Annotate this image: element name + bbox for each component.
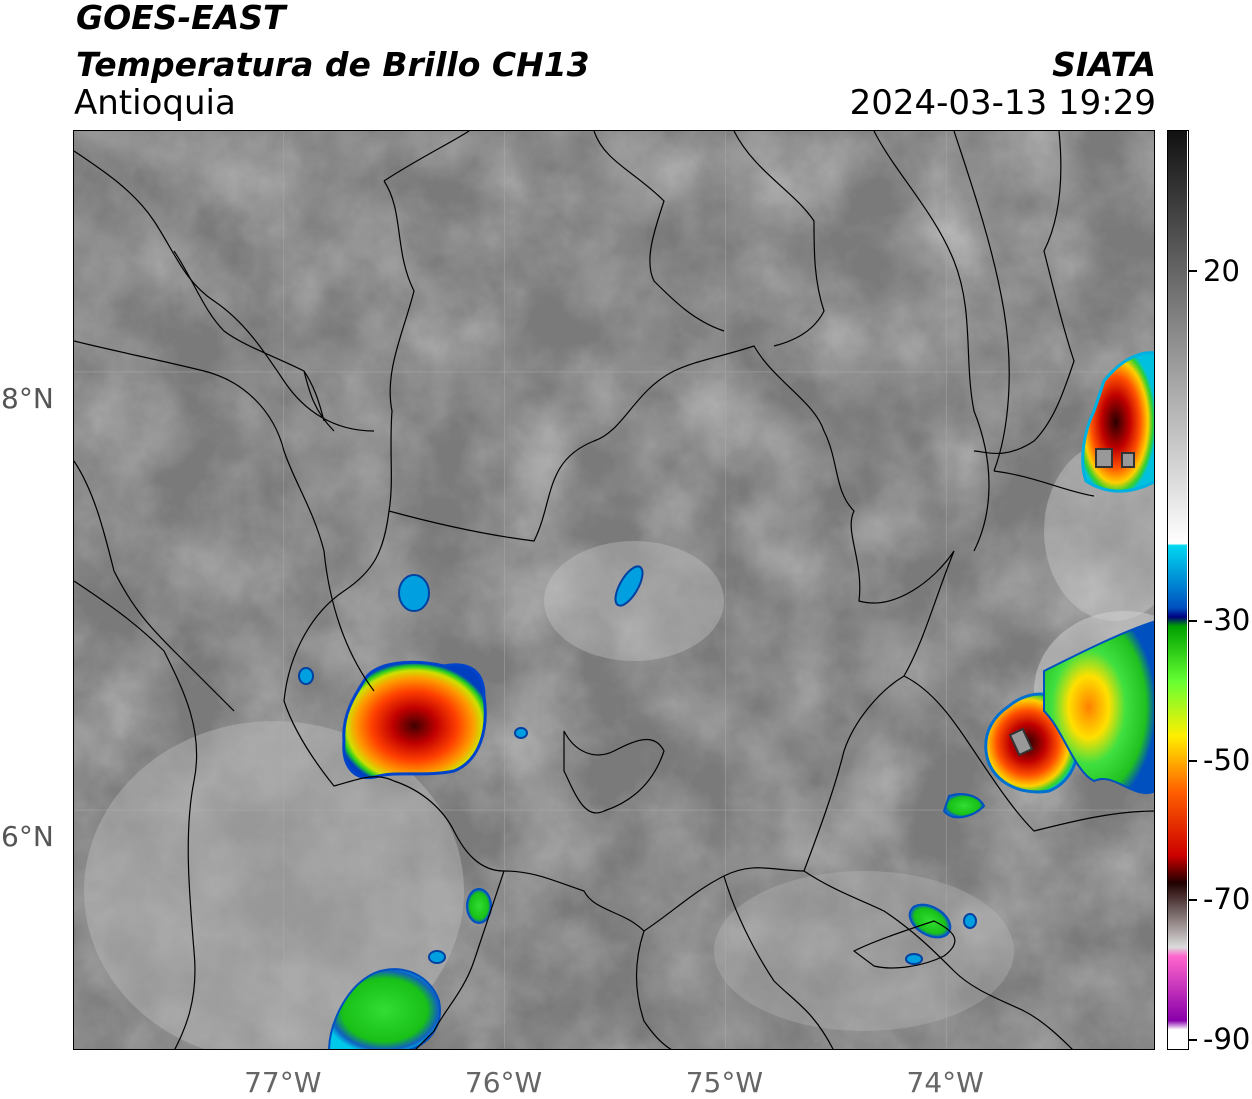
chocó-border	[74, 340, 375, 692]
colorbar-gradient	[1168, 131, 1187, 1048]
cbar-mark-50	[1189, 760, 1197, 762]
lon-tick-75: 75°W	[685, 1066, 764, 1099]
product-title: Temperatura de Brillo CH13	[76, 45, 590, 84]
cbar-mark-30	[1189, 620, 1197, 622]
source-label: SIATA	[1052, 45, 1156, 84]
colorbar	[1167, 130, 1189, 1050]
cloud-texture	[74, 131, 1154, 1049]
cordoba-border	[383, 131, 470, 182]
cbar-tick-70: -70	[1203, 882, 1251, 916]
convective-cells	[298, 351, 1154, 1049]
storm-cell-south	[328, 968, 441, 1049]
lon-tick-77: 77°W	[244, 1066, 322, 1099]
cbar-mark-70	[1189, 899, 1197, 901]
cbar-tick-90: -90	[1203, 1022, 1251, 1056]
coast-west	[74, 150, 375, 432]
cbar-tick-30: -30	[1203, 603, 1251, 637]
boundaries	[74, 131, 1154, 1049]
lat-tick-6: 6°N	[1, 820, 54, 853]
panama-coast	[74, 460, 235, 712]
coast-uraba	[173, 250, 335, 432]
cbar-tick-50: -50	[1203, 743, 1251, 777]
timestamp-label: 2024-03-13 19:29	[849, 83, 1156, 123]
storm-cell-east-band	[1043, 620, 1154, 794]
cbar-mark-20	[1189, 270, 1197, 272]
cbar-mark-90	[1189, 1039, 1197, 1041]
lat-tick-8: 8°N	[1, 382, 54, 415]
satellite-title: GOES-EAST	[76, 0, 286, 37]
lon-tick-74: 74°W	[906, 1066, 984, 1099]
map-canvas	[74, 131, 1154, 1049]
cbar-tick-20: 20	[1203, 254, 1240, 288]
region-label: Antioquia	[74, 83, 236, 123]
storm-cell-west	[342, 660, 487, 779]
santander-border	[903, 675, 1154, 832]
antioquia-boundary	[283, 180, 955, 932]
satellite-map	[73, 130, 1155, 1050]
lon-tick-76: 76°W	[464, 1066, 543, 1099]
